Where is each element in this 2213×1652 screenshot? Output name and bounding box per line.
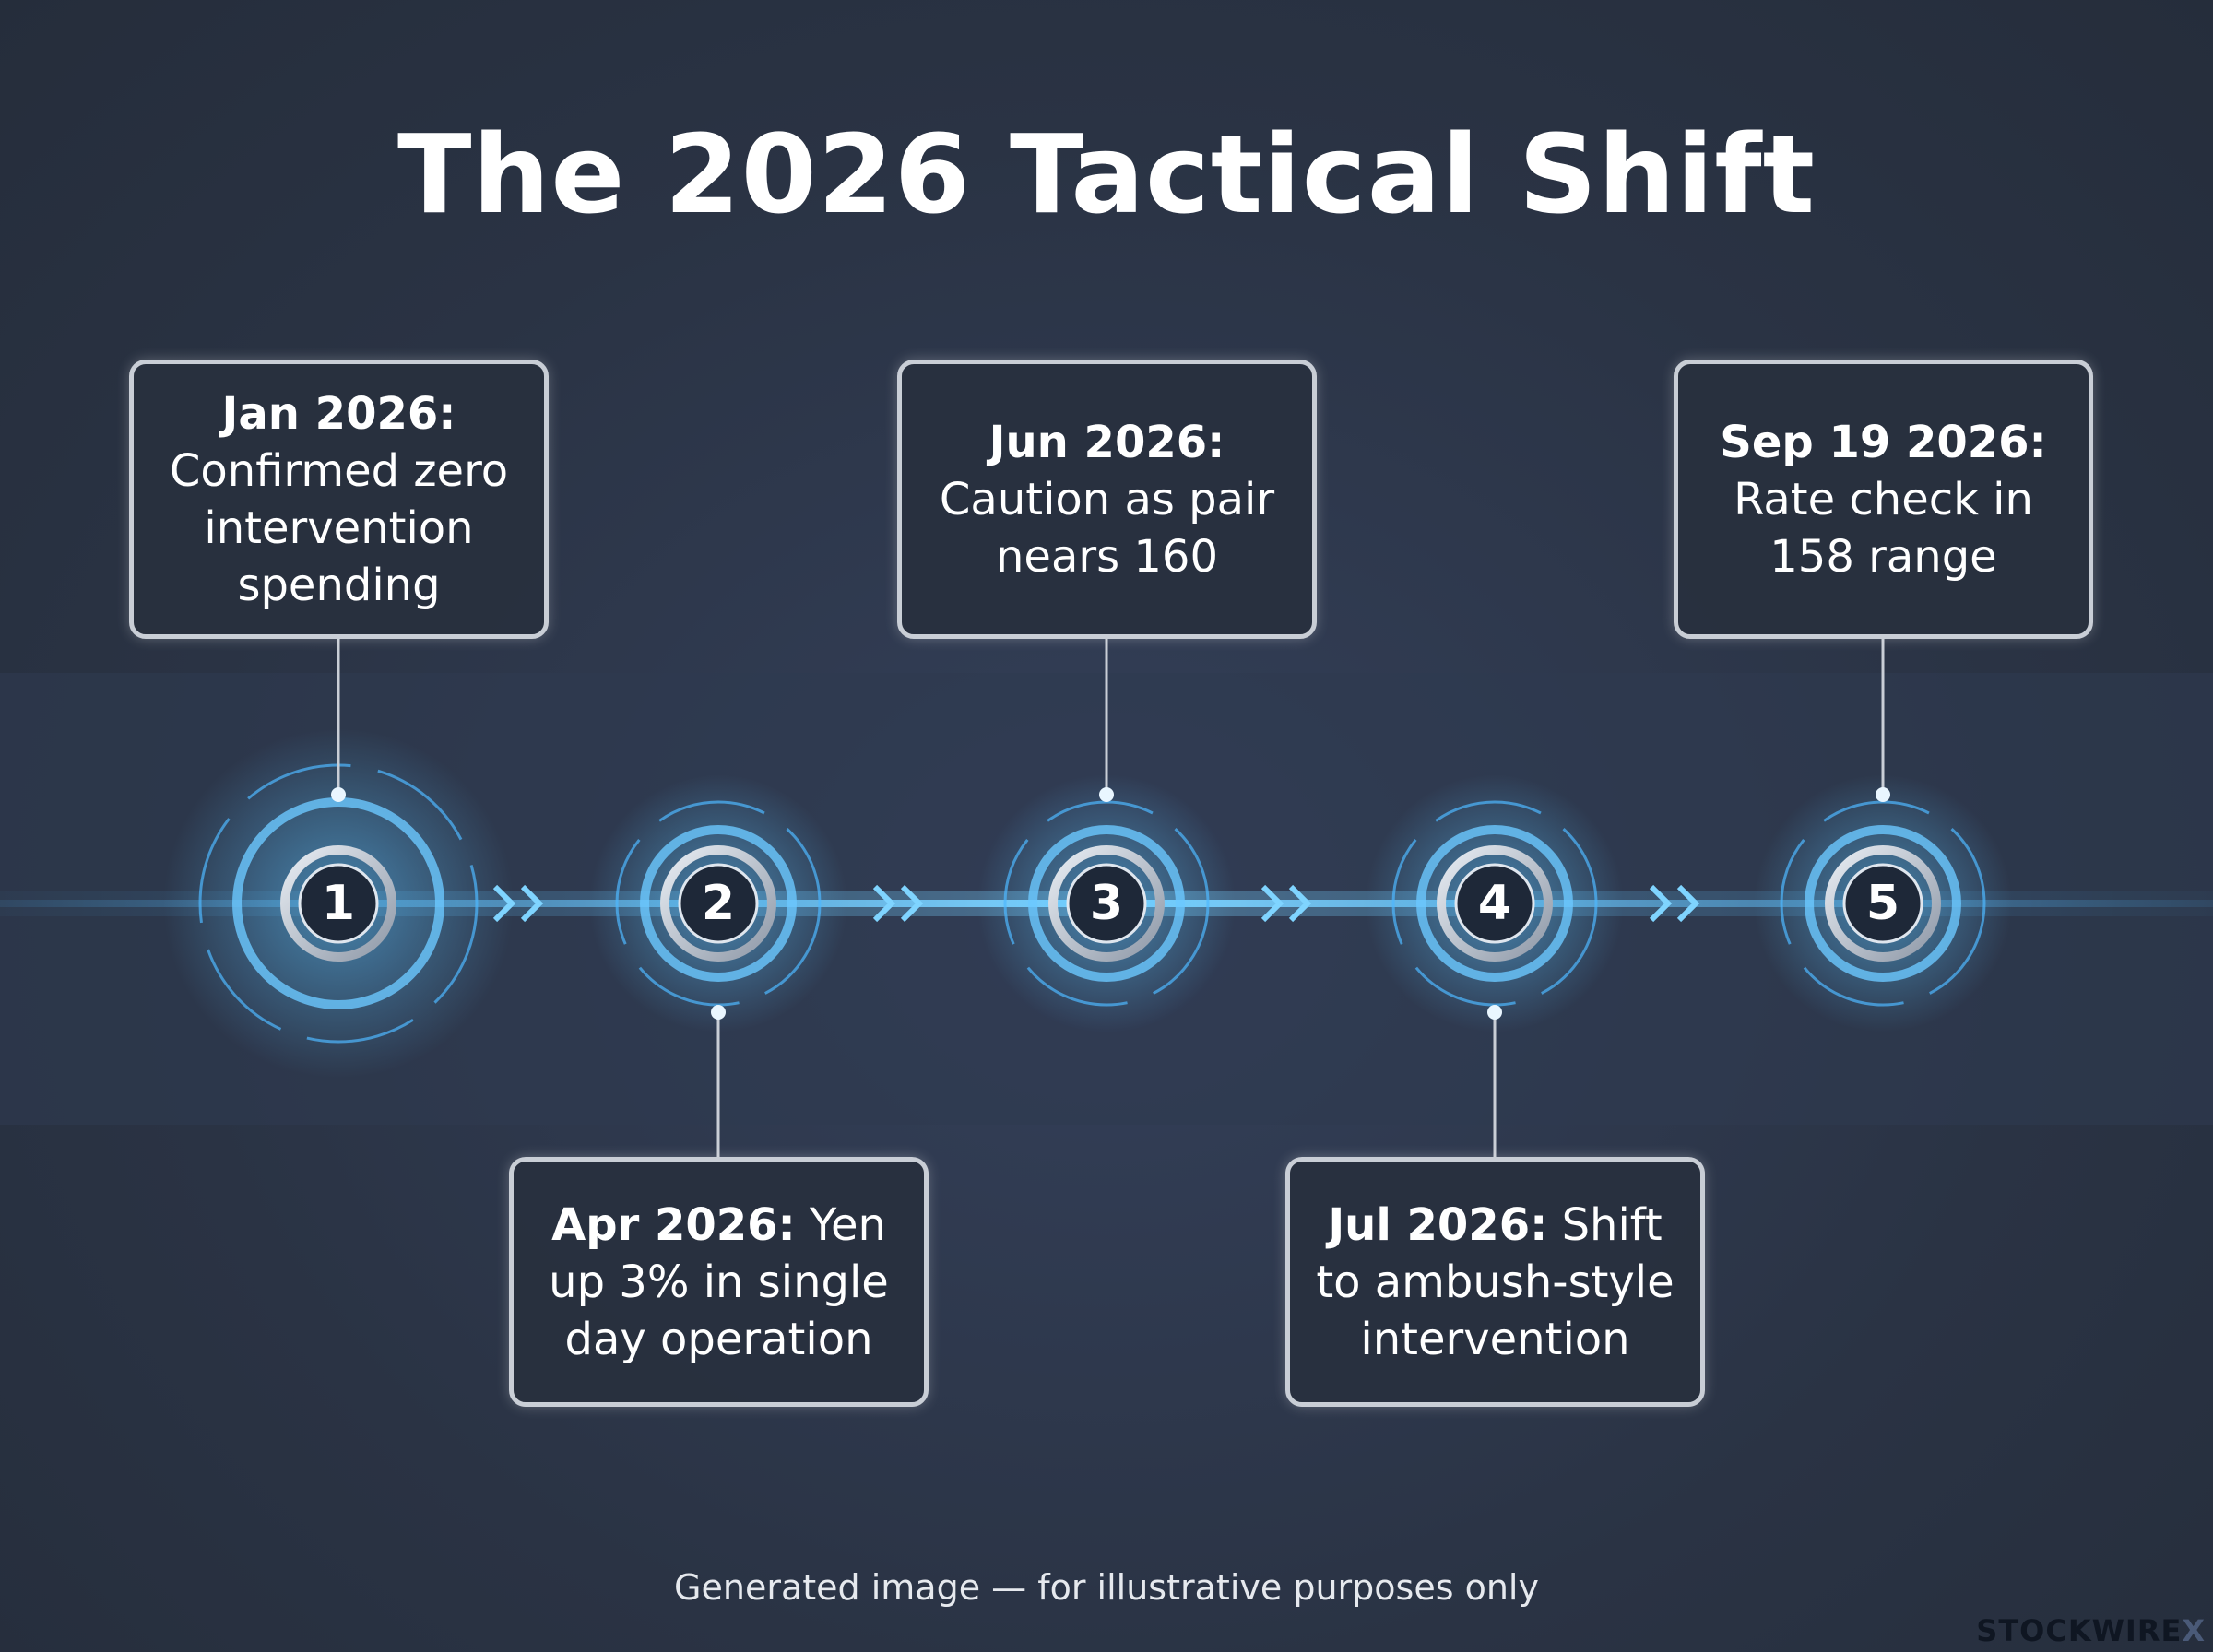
node-ring-metal <box>660 845 776 962</box>
chevron <box>900 884 924 923</box>
event-date: Jan 2026: <box>221 387 456 440</box>
event-box: Jan 2026: Confirmed zero intervention sp… <box>129 360 549 639</box>
node-core <box>1454 863 1535 944</box>
chevron <box>1288 884 1312 923</box>
chevron <box>520 884 544 923</box>
event-text: Caution as pair nears 160 <box>939 473 1275 583</box>
event-date: Apr 2026: <box>551 1198 796 1251</box>
event-text-block: Apr 2026: Yen up 3% in single day operat… <box>536 1197 902 1368</box>
event-text-block: Jul 2026: Shift to ambush-style interven… <box>1312 1197 1678 1368</box>
event-text: Confirmed zero intervention spending <box>169 444 509 611</box>
connector-dot <box>1876 787 1890 802</box>
watermark-brand: STOCKWIRE <box>1976 1613 2183 1648</box>
event-text: Shift to ambush-style intervention <box>1316 1198 1675 1365</box>
node-ring <box>1416 825 1573 982</box>
watermark-mark: X <box>2182 1613 2206 1648</box>
node-number: 4 <box>1478 876 1511 931</box>
connector-dot <box>331 787 346 802</box>
event-box: Apr 2026: Yen up 3% in single day operat… <box>509 1157 929 1407</box>
node-number: 1 <box>322 876 355 931</box>
node-ring-metal <box>280 845 396 962</box>
watermark: STOCKWIREX <box>1976 1613 2206 1648</box>
chevron <box>1649 884 1673 923</box>
node-core <box>298 863 379 944</box>
footer-note: Generated image — for illustrative purpo… <box>674 1567 1539 1608</box>
node-ring <box>640 825 797 982</box>
connector-dot <box>1487 1005 1502 1020</box>
node-ring-metal <box>1048 845 1165 962</box>
node-number: 5 <box>1866 876 1899 931</box>
event-text-block: Jan 2026: Confirmed zero intervention sp… <box>156 385 522 614</box>
event-box: Jun 2026: Caution as pair nears 160 <box>897 360 1317 639</box>
title: The 2026 Tactical Shift <box>396 111 1817 238</box>
event-date: Jul 2026: <box>1328 1198 1548 1251</box>
event-text-block: Jun 2026: Caution as pair nears 160 <box>924 414 1290 585</box>
event-text: Yen up 3% in single day operation <box>549 1198 889 1365</box>
chevron <box>872 884 896 923</box>
node-core <box>1842 863 1923 944</box>
event-box: Jul 2026: Shift to ambush-style interven… <box>1285 1157 1705 1407</box>
node-ring <box>1028 825 1185 982</box>
connector-dot <box>711 1005 726 1020</box>
chevron <box>1676 884 1700 923</box>
node-number: 3 <box>1090 876 1123 931</box>
event-text-block: Sep 19 2026: Rate check in 158 range <box>1700 414 2066 585</box>
node-core <box>1066 863 1147 944</box>
chevron <box>1260 884 1284 923</box>
connector-dot <box>1099 787 1114 802</box>
node-ring <box>1805 825 1961 982</box>
node-ring-metal <box>1437 845 1553 962</box>
event-box: Sep 19 2026: Rate check in 158 range <box>1674 360 2093 639</box>
event-date: Jun 2026: <box>988 416 1225 468</box>
event-text: Rate check in 158 range <box>1734 473 2033 583</box>
node-number: 2 <box>702 876 735 931</box>
node-core <box>678 863 759 944</box>
event-date: Sep 19 2026: <box>1720 416 2047 468</box>
node-ring-metal <box>1825 845 1941 962</box>
chevron <box>492 884 516 923</box>
